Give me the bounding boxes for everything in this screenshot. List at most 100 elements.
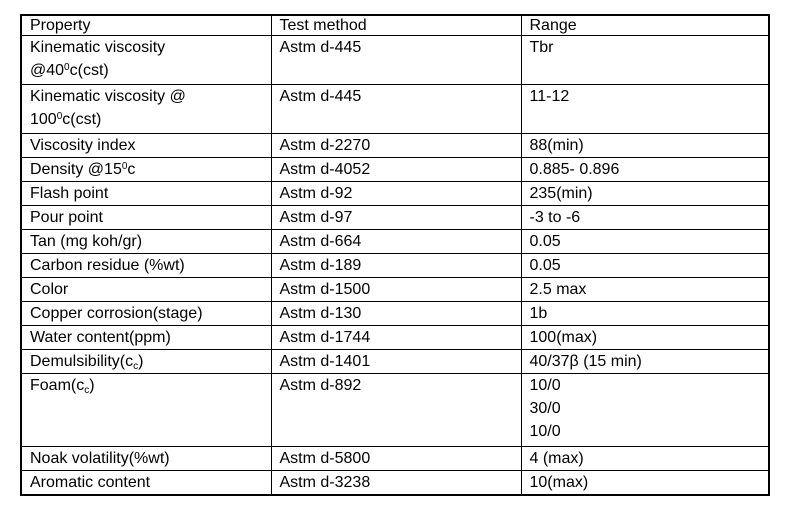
range-line: 88(min) bbox=[529, 137, 584, 154]
table-row: Flash point Astm d-92 235(min) bbox=[20, 181, 770, 206]
table-row: Kinematic viscosity @ 1000c(cst) Astm d-44… bbox=[20, 84, 770, 134]
range-cell: -3 to -6 bbox=[520, 205, 770, 230]
property-cell: Flash point bbox=[20, 181, 272, 206]
method-cell: Astm d-92 bbox=[270, 181, 522, 206]
range-cell: 0.885- 0.896 bbox=[520, 157, 770, 182]
text-segment: Aromatic content bbox=[30, 474, 151, 491]
text-segment: Color bbox=[30, 281, 69, 298]
range-line: 0.05 bbox=[529, 257, 561, 274]
text-segment: Demulsibility(c bbox=[30, 353, 134, 370]
method-cell: Astm d-97 bbox=[270, 205, 522, 230]
property-cell: Water content(ppm) bbox=[20, 325, 272, 350]
text-segment: Viscosity index bbox=[30, 137, 136, 154]
table-row: Foam(cc) Astm d-892 10/0 30/0 10/0 bbox=[20, 373, 770, 447]
text-segment: Pour point bbox=[30, 209, 103, 226]
property-line: Flash point bbox=[30, 183, 263, 205]
range-line: 10(max) bbox=[529, 474, 589, 491]
table-row: Aromatic content Astm d-3238 10(max) bbox=[20, 470, 770, 496]
property-line: Kinematic viscosity bbox=[30, 37, 263, 60]
range-line: -3 to -6 bbox=[529, 209, 581, 226]
table-body: Kinematic viscosity @400c(cst) Astm d-445 T… bbox=[20, 35, 770, 496]
property-cell: Noak volatility(%wt) bbox=[20, 446, 272, 471]
table-row: Viscosity index Astm d-2270 88(min) bbox=[20, 133, 770, 158]
range-cell: Tbr bbox=[520, 35, 770, 85]
table-row: Tan (mg koh/gr) Astm d-664 0.05 bbox=[20, 229, 770, 254]
text-segment: ) bbox=[89, 377, 95, 394]
range-cell: 10(max) bbox=[520, 470, 770, 496]
subscript-text: c bbox=[84, 385, 90, 396]
text-segment: Carbon residue (%wt) bbox=[30, 257, 185, 274]
property-line: Foam(cc) bbox=[30, 375, 263, 398]
method-cell: Astm d-1500 bbox=[270, 277, 522, 302]
property-cell: Pour point bbox=[20, 205, 272, 230]
property-cell: Aromatic content bbox=[20, 470, 272, 496]
text-segment: Kinematic viscosity @ bbox=[30, 88, 186, 105]
table-row: Carbon residue (%wt) Astm d-189 0.05 bbox=[20, 253, 770, 278]
table-row: Density @150c Astm d-4052 0.885- 0.896 bbox=[20, 157, 770, 182]
table-header: Property Test method Range bbox=[20, 14, 770, 36]
method-cell: Astm d-189 bbox=[270, 253, 522, 278]
text-segment: @40 bbox=[30, 62, 65, 79]
text-segment: c(cst) bbox=[69, 62, 109, 79]
property-cell: Color bbox=[20, 277, 272, 302]
superscript-text: 0 bbox=[121, 161, 128, 172]
method-cell: Astm d-4052 bbox=[270, 157, 522, 182]
property-cell: Kinematic viscosity @ 1000c(cst) bbox=[20, 84, 272, 134]
range-line: 11-12 bbox=[529, 88, 570, 105]
method-cell: Astm d-1744 bbox=[270, 325, 522, 350]
text-segment: Flash point bbox=[30, 185, 109, 202]
property-cell: Kinematic viscosity @400c(cst) bbox=[20, 35, 272, 85]
property-cell: Tan (mg koh/gr) bbox=[20, 229, 272, 254]
range-line: 40/37β (15 min) bbox=[529, 353, 642, 370]
superscript-text: 0 bbox=[64, 62, 70, 73]
table-row: Demulsibility(cc) Astm d-1401 40/37β (15 m… bbox=[20, 349, 770, 374]
text-segment: c bbox=[127, 161, 136, 178]
table-row: Water content(ppm) Astm d-1744 100(max) bbox=[20, 325, 770, 350]
property-line: Carbon residue (%wt) bbox=[30, 255, 263, 277]
property-line: Density @150c bbox=[30, 159, 263, 181]
text-segment: Water content(ppm) bbox=[30, 329, 171, 346]
property-line: Pour point bbox=[30, 207, 263, 229]
text-segment: Kinematic viscosity bbox=[30, 39, 166, 56]
range-line: Tbr bbox=[529, 39, 554, 56]
property-cell: Copper corrosion(stage) bbox=[20, 301, 272, 326]
range-cell: 2.5 max bbox=[520, 277, 770, 302]
range-line: 0.05 bbox=[529, 233, 561, 250]
range-line: 100(max) bbox=[529, 329, 598, 346]
property-line: Viscosity index bbox=[30, 135, 263, 157]
method-cell: Astm d-5800 bbox=[270, 446, 522, 471]
text-segment: Foam(c bbox=[30, 377, 85, 394]
method-cell: Astm d-3238 bbox=[270, 470, 522, 496]
table-row: Copper corrosion(stage) Astm d-130 1b bbox=[20, 301, 770, 326]
property-line: Color bbox=[30, 279, 263, 301]
range-line: 1b bbox=[529, 305, 548, 322]
range-line: 4 (max) bbox=[529, 450, 584, 467]
header-cell-range: Range bbox=[520, 14, 770, 36]
property-line: 1000c(cst) bbox=[30, 108, 263, 131]
range-line: 235(min) bbox=[529, 185, 593, 202]
header-row: Property Test method Range bbox=[20, 14, 770, 36]
range-line: 10/0 bbox=[529, 423, 561, 440]
text-segment: Tan (mg koh/gr) bbox=[30, 233, 143, 250]
range-cell: 10/0 30/0 10/0 bbox=[520, 373, 770, 447]
text-segment: c(cst) bbox=[62, 111, 102, 128]
property-line: Tan (mg koh/gr) bbox=[30, 231, 263, 253]
range-cell: 0.05 bbox=[520, 253, 770, 278]
property-cell: Density @150c bbox=[20, 157, 272, 182]
method-cell: Astm d-1401 bbox=[270, 349, 522, 374]
property-line: @400c(cst) bbox=[30, 59, 263, 82]
text-segment: ) bbox=[138, 353, 144, 370]
range-cell: 40/37β (15 min) bbox=[520, 349, 770, 374]
property-cell: Carbon residue (%wt) bbox=[20, 253, 272, 278]
property-line: Kinematic viscosity @ bbox=[30, 86, 263, 109]
text-segment: Density @15 bbox=[30, 161, 122, 178]
table-row: Pour point Astm d-97 -3 to -6 bbox=[20, 205, 770, 230]
method-cell: Astm d-664 bbox=[270, 229, 522, 254]
text-segment: Copper corrosion(stage) bbox=[30, 305, 203, 322]
text-segment: Noak volatility(%wt) bbox=[30, 450, 170, 467]
method-cell: Astm d-445 bbox=[270, 35, 522, 85]
subscript-text: c bbox=[133, 361, 139, 372]
range-cell: 11-12 bbox=[520, 84, 770, 134]
table-row: Noak volatility(%wt) Astm d-5800 4 (max) bbox=[20, 446, 770, 471]
